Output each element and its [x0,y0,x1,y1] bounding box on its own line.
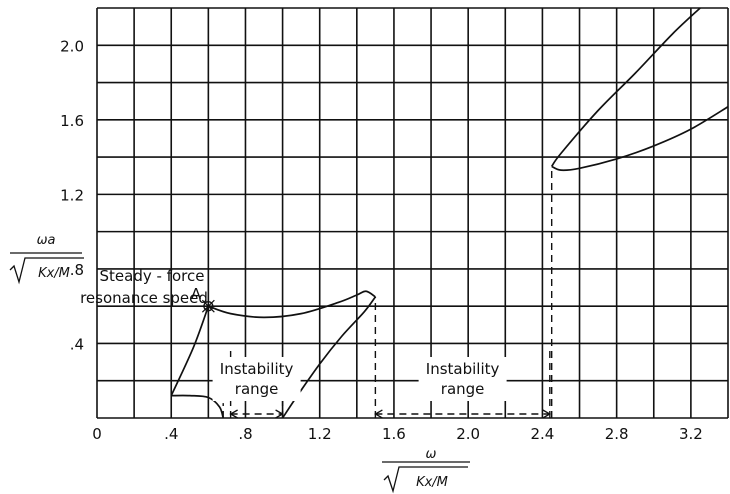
x-tick-label: 3.2 [679,425,703,443]
x-tick-label: .4 [164,425,178,443]
point-a-cross [201,299,215,313]
range-markers: Instability range Instability range [212,357,552,419]
range-label-line2: range [235,380,279,398]
y-tick-label: 2.0 [60,37,84,55]
dashed-lines [222,166,553,418]
point-a-marker [203,300,214,312]
grid [96,7,729,419]
x-axis-label-numerator: ω [426,447,437,462]
range-arrow-left [374,409,383,419]
y-axis-label-denominator: Kx/M [38,266,70,281]
x-tick-label: 1.2 [308,425,332,443]
y-tick-label: .8 [70,261,84,279]
range-arrow-right [275,409,284,419]
y-axis-label-radical [9,257,84,285]
x-axis-label-radical [383,466,468,494]
x-tick-label: 2.8 [605,425,629,443]
axis-labels: ωa Kx/M ω Kx/M [9,233,470,494]
curve-1 [170,305,210,396]
range-label-line2: range [441,380,485,398]
y-tick-label: 1.6 [60,112,84,130]
y-tick-label: .4 [70,335,84,353]
x-tick-label: 2.0 [456,425,480,443]
range-label-line1: Instability [426,360,500,378]
annotations: Steady - force resonance speed A [80,267,208,307]
range-arrow-right [542,409,552,419]
curve-2 [208,290,376,319]
y-tick-label: 1.2 [60,186,84,204]
curves [170,7,729,419]
x-tick-label: 0 [92,425,102,443]
range-label-line1: Instability [220,360,294,378]
tick-labels: 0 .4 .8 1.2 1.6 2.0 2.4 2.8 3.2 .4 .8 1.2 1.6 2.0 [60,37,703,443]
range-arrow-left [229,409,238,419]
curve-5 [550,7,701,167]
range-label-backing [212,357,301,401]
curve-6 [551,106,729,172]
range-label-backing [418,357,507,401]
x-axis-label-denominator: Kx/M [416,475,448,490]
x-tick-label: 2.4 [530,425,554,443]
x-tick-label: 1.6 [382,425,406,443]
annotation-line2: resonance speed [80,289,208,307]
y-axis-label-numerator: ωa [37,233,56,248]
curve-4 [171,394,225,419]
annotation-line1: Steady - force [100,267,205,285]
point-a-label: A [191,285,202,303]
x-tick-label: .8 [238,425,252,443]
